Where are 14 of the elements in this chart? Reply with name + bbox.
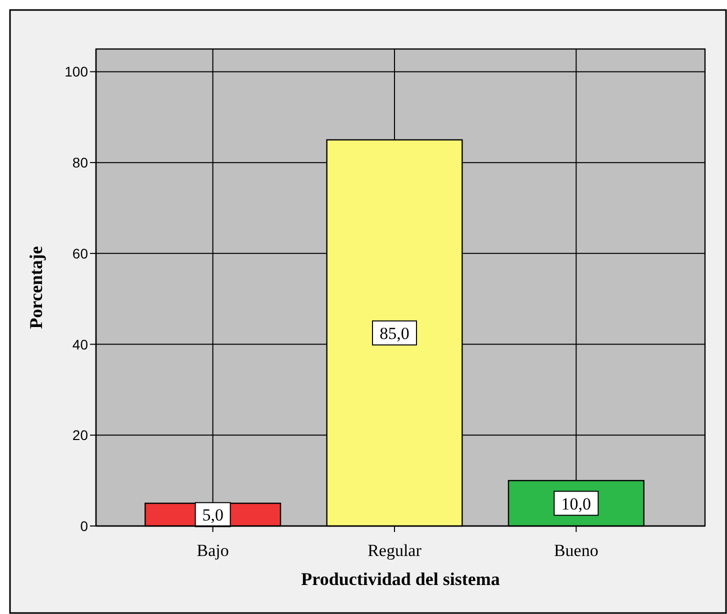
y-axis-title: Porcentaje: [26, 246, 46, 329]
data-label: 85,0: [380, 324, 410, 343]
data-label: 10,0: [561, 494, 592, 514]
x-axis-title: Productividad del sistema: [301, 569, 500, 589]
y-tick-label: 20: [72, 427, 88, 444]
y-tick-label: 60: [72, 245, 88, 262]
y-tick-label: 80: [72, 154, 88, 171]
y-tick-label: 0: [80, 518, 88, 534]
x-tick-label: Bueno: [554, 541, 598, 560]
x-tick-label: Bajo: [196, 541, 229, 560]
y-tick-label: 100: [64, 64, 88, 80]
x-tick-label: Regular: [368, 541, 422, 560]
y-tick-label: 40: [72, 336, 88, 352]
data-label: 5,0: [202, 506, 224, 525]
